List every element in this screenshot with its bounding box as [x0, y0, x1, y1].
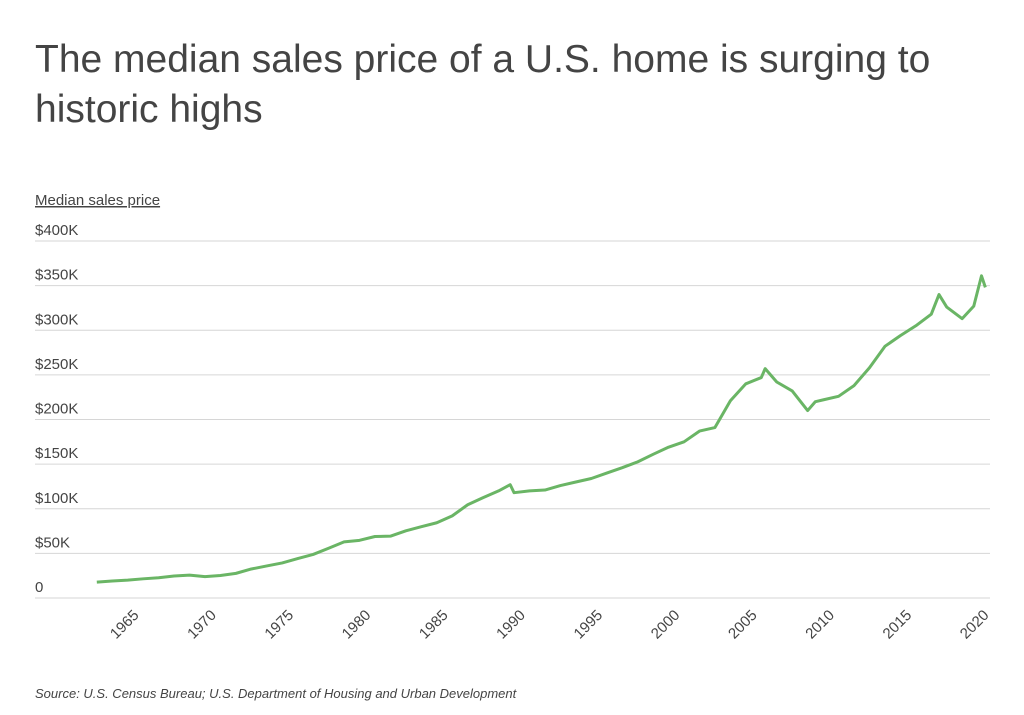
y-axis-label: Median sales price [35, 192, 160, 209]
x-tick-label: 2005 [725, 607, 761, 643]
x-tick-label: 1975 [261, 607, 297, 643]
x-tick-label: 2020 [957, 607, 993, 643]
chart-title-line1: The median sales price of a U.S. home is… [35, 38, 930, 131]
x-tick-label: 2015 [880, 607, 916, 643]
y-tick-label: $350K [35, 267, 78, 284]
y-tick-label: 0 [35, 579, 43, 596]
y-tick-label: $300K [35, 311, 78, 328]
x-tick-label: 1990 [493, 607, 529, 643]
data-line [96, 274, 987, 584]
y-tick-label: $150K [35, 445, 78, 462]
x-tick-label: 1980 [339, 607, 375, 643]
x-tick-label: 1965 [107, 607, 143, 643]
title-line: The median sales price of a U.S. home is… [35, 38, 930, 81]
y-tick-label: $250K [35, 356, 78, 373]
x-tick-label: 2000 [648, 607, 684, 643]
y-tick-label: $200K [35, 401, 78, 418]
x-tick-label: 1985 [416, 607, 452, 643]
y-tick-label: $400K [35, 222, 78, 239]
source: Source: U.S. Census Bureau; U.S. Departm… [35, 686, 518, 701]
y-tick-label: $100K [35, 490, 78, 507]
title-line: historic highs [35, 88, 263, 131]
x-tick-label: 1970 [184, 607, 220, 643]
x-tick-label: 1995 [571, 607, 607, 643]
x-tick-label: 2010 [802, 607, 838, 643]
y-tick-label: $50K [35, 534, 70, 551]
